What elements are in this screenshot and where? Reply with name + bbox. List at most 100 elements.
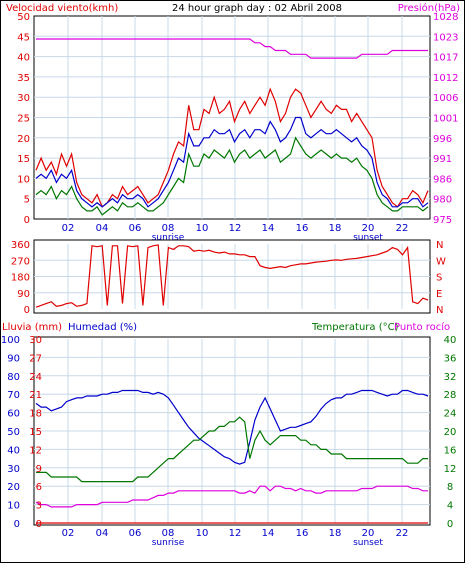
x-tick-label-9: 20 [362, 528, 375, 539]
pressure-tick-5: 1001 [433, 114, 458, 125]
x-tick-label-3: 08 [162, 528, 175, 539]
x-tick-label-5: 12 [229, 528, 242, 539]
compass-tick-3: E [436, 289, 442, 300]
x-tick-label-5: 12 [229, 223, 242, 234]
wind-tick-10: 0 [24, 215, 30, 226]
wind-tick-8: 10 [17, 174, 30, 185]
humidity-tick-4: 60 [7, 409, 20, 420]
sunrise-label: sunrise [152, 233, 185, 243]
pressure-tick-10: 975 [433, 215, 452, 226]
compass-tick-1: W [436, 256, 446, 267]
rain-tick-10: 0 [36, 519, 42, 530]
wind-series-red [35, 87, 429, 208]
pressure-tick-4: 1006 [433, 93, 458, 104]
temperature-tick-4: 24 [444, 409, 457, 420]
temperature-tick-5: 20 [444, 427, 457, 438]
direction-series [35, 244, 429, 308]
dewpoint-axis-title: Punto rocío [394, 321, 450, 333]
temperature-tick-0: 40 [444, 335, 457, 346]
x-tick-label-1: 04 [96, 528, 109, 539]
x-tick-label-1: 04 [96, 223, 109, 234]
wind-tick-0: 50 [17, 12, 30, 23]
humidity-tick-3: 70 [7, 390, 20, 401]
direction-tick-2: 180 [11, 273, 30, 284]
rain-tick-7: 9 [36, 464, 42, 475]
humidity-tick-6: 40 [7, 445, 20, 456]
wind-tick-9: 5 [24, 195, 30, 206]
humidity-tick-1: 90 [7, 353, 20, 364]
temperature-tick-3: 28 [444, 390, 457, 401]
pressure-tick-9: 980 [433, 195, 452, 206]
x-tick-label-9: 20 [362, 223, 375, 234]
panel-wind-grid [34, 16, 430, 219]
x-tick-label-8: 18 [329, 528, 342, 539]
wind-tick-5: 25 [17, 114, 30, 125]
x-tick-label-3: 08 [162, 223, 175, 234]
wind-series-green [35, 136, 429, 216]
wind-tick-7: 15 [17, 154, 30, 165]
panel-humidity-series [35, 389, 429, 524]
compass-tick-4: N [436, 305, 443, 316]
temperature-tick-8: 8 [447, 482, 453, 493]
panel-humidity-ticks: 3027242118151296301009080706050403020100… [1, 335, 456, 548]
panel-direction-series [35, 244, 429, 308]
series-humedad [35, 389, 429, 465]
humidity-tick-8: 20 [7, 482, 20, 493]
wind-series-blue [35, 116, 429, 208]
panel-wind-ticks: 5045403530252015105010281023101710121006… [17, 12, 458, 243]
temperature-tick-10: 0 [447, 519, 453, 530]
temperature-axis-title: Temperatura (°C) [311, 322, 399, 333]
rain-tick-8: 6 [36, 482, 42, 493]
direction-tick-4: 0 [24, 305, 30, 316]
humidity-tick-0: 100 [1, 335, 20, 346]
sunset-label: sunset [353, 538, 383, 548]
rain-tick-5: 15 [29, 427, 42, 438]
pressure-tick-3: 1012 [433, 73, 458, 84]
rain-tick-2: 24 [29, 372, 42, 383]
wind-series-magenta [36, 38, 428, 59]
wind-tick-3: 35 [17, 73, 30, 84]
humidity-tick-2: 80 [7, 372, 20, 383]
compass-tick-0: N [436, 240, 443, 251]
x-tick-label-8: 18 [329, 223, 342, 234]
x-tick-label-4: 10 [196, 528, 209, 539]
direction-tick-3: 90 [17, 289, 30, 300]
wind-tick-1: 45 [17, 32, 30, 43]
wind-axis-title: Velocidad viento(kmh) [6, 3, 118, 14]
x-tick-label-0: 02 [62, 528, 75, 539]
direction-tick-0: 360 [11, 240, 30, 251]
temperature-tick-2: 32 [444, 372, 457, 383]
wind-tick-2: 40 [17, 53, 30, 64]
pressure-tick-6: 996 [433, 134, 452, 145]
humidity-tick-5: 50 [7, 427, 20, 438]
x-tick-label-0: 02 [62, 223, 75, 234]
x-tick-label-2: 06 [129, 528, 142, 539]
direction-tick-1: 270 [11, 256, 30, 267]
x-tick-label-2: 06 [129, 223, 142, 234]
rain-tick-0: 30 [29, 335, 42, 346]
pressure-tick-7: 991 [433, 154, 452, 165]
series-temperatura [36, 416, 428, 483]
compass-tick-2: S [436, 273, 442, 284]
panel-humidity-grid [34, 339, 430, 523]
rain-tick-3: 21 [29, 390, 42, 401]
humidity-tick-7: 30 [7, 464, 20, 475]
pressure-tick-1: 1023 [433, 32, 458, 43]
x-tick-label-10: 22 [396, 223, 409, 234]
humidity-axis-title: Humedad (%) [68, 322, 137, 333]
sunrise-label: sunrise [152, 538, 185, 548]
temperature-tick-9: 4 [447, 501, 453, 512]
temperature-tick-1: 36 [444, 353, 457, 364]
series-punto-rocío [35, 485, 428, 508]
pressure-tick-0: 1028 [433, 12, 458, 23]
pressure-tick-2: 1017 [433, 53, 458, 64]
pressure-axis-title: Presión(hPa) [398, 2, 460, 14]
sunset-label: sunset [353, 233, 383, 243]
pressure-tick-8: 986 [433, 174, 452, 185]
rain-axis-title: Lluvia (mm) [2, 322, 62, 333]
x-tick-label-6: 14 [262, 528, 275, 539]
humidity-tick-10: 0 [14, 519, 20, 530]
